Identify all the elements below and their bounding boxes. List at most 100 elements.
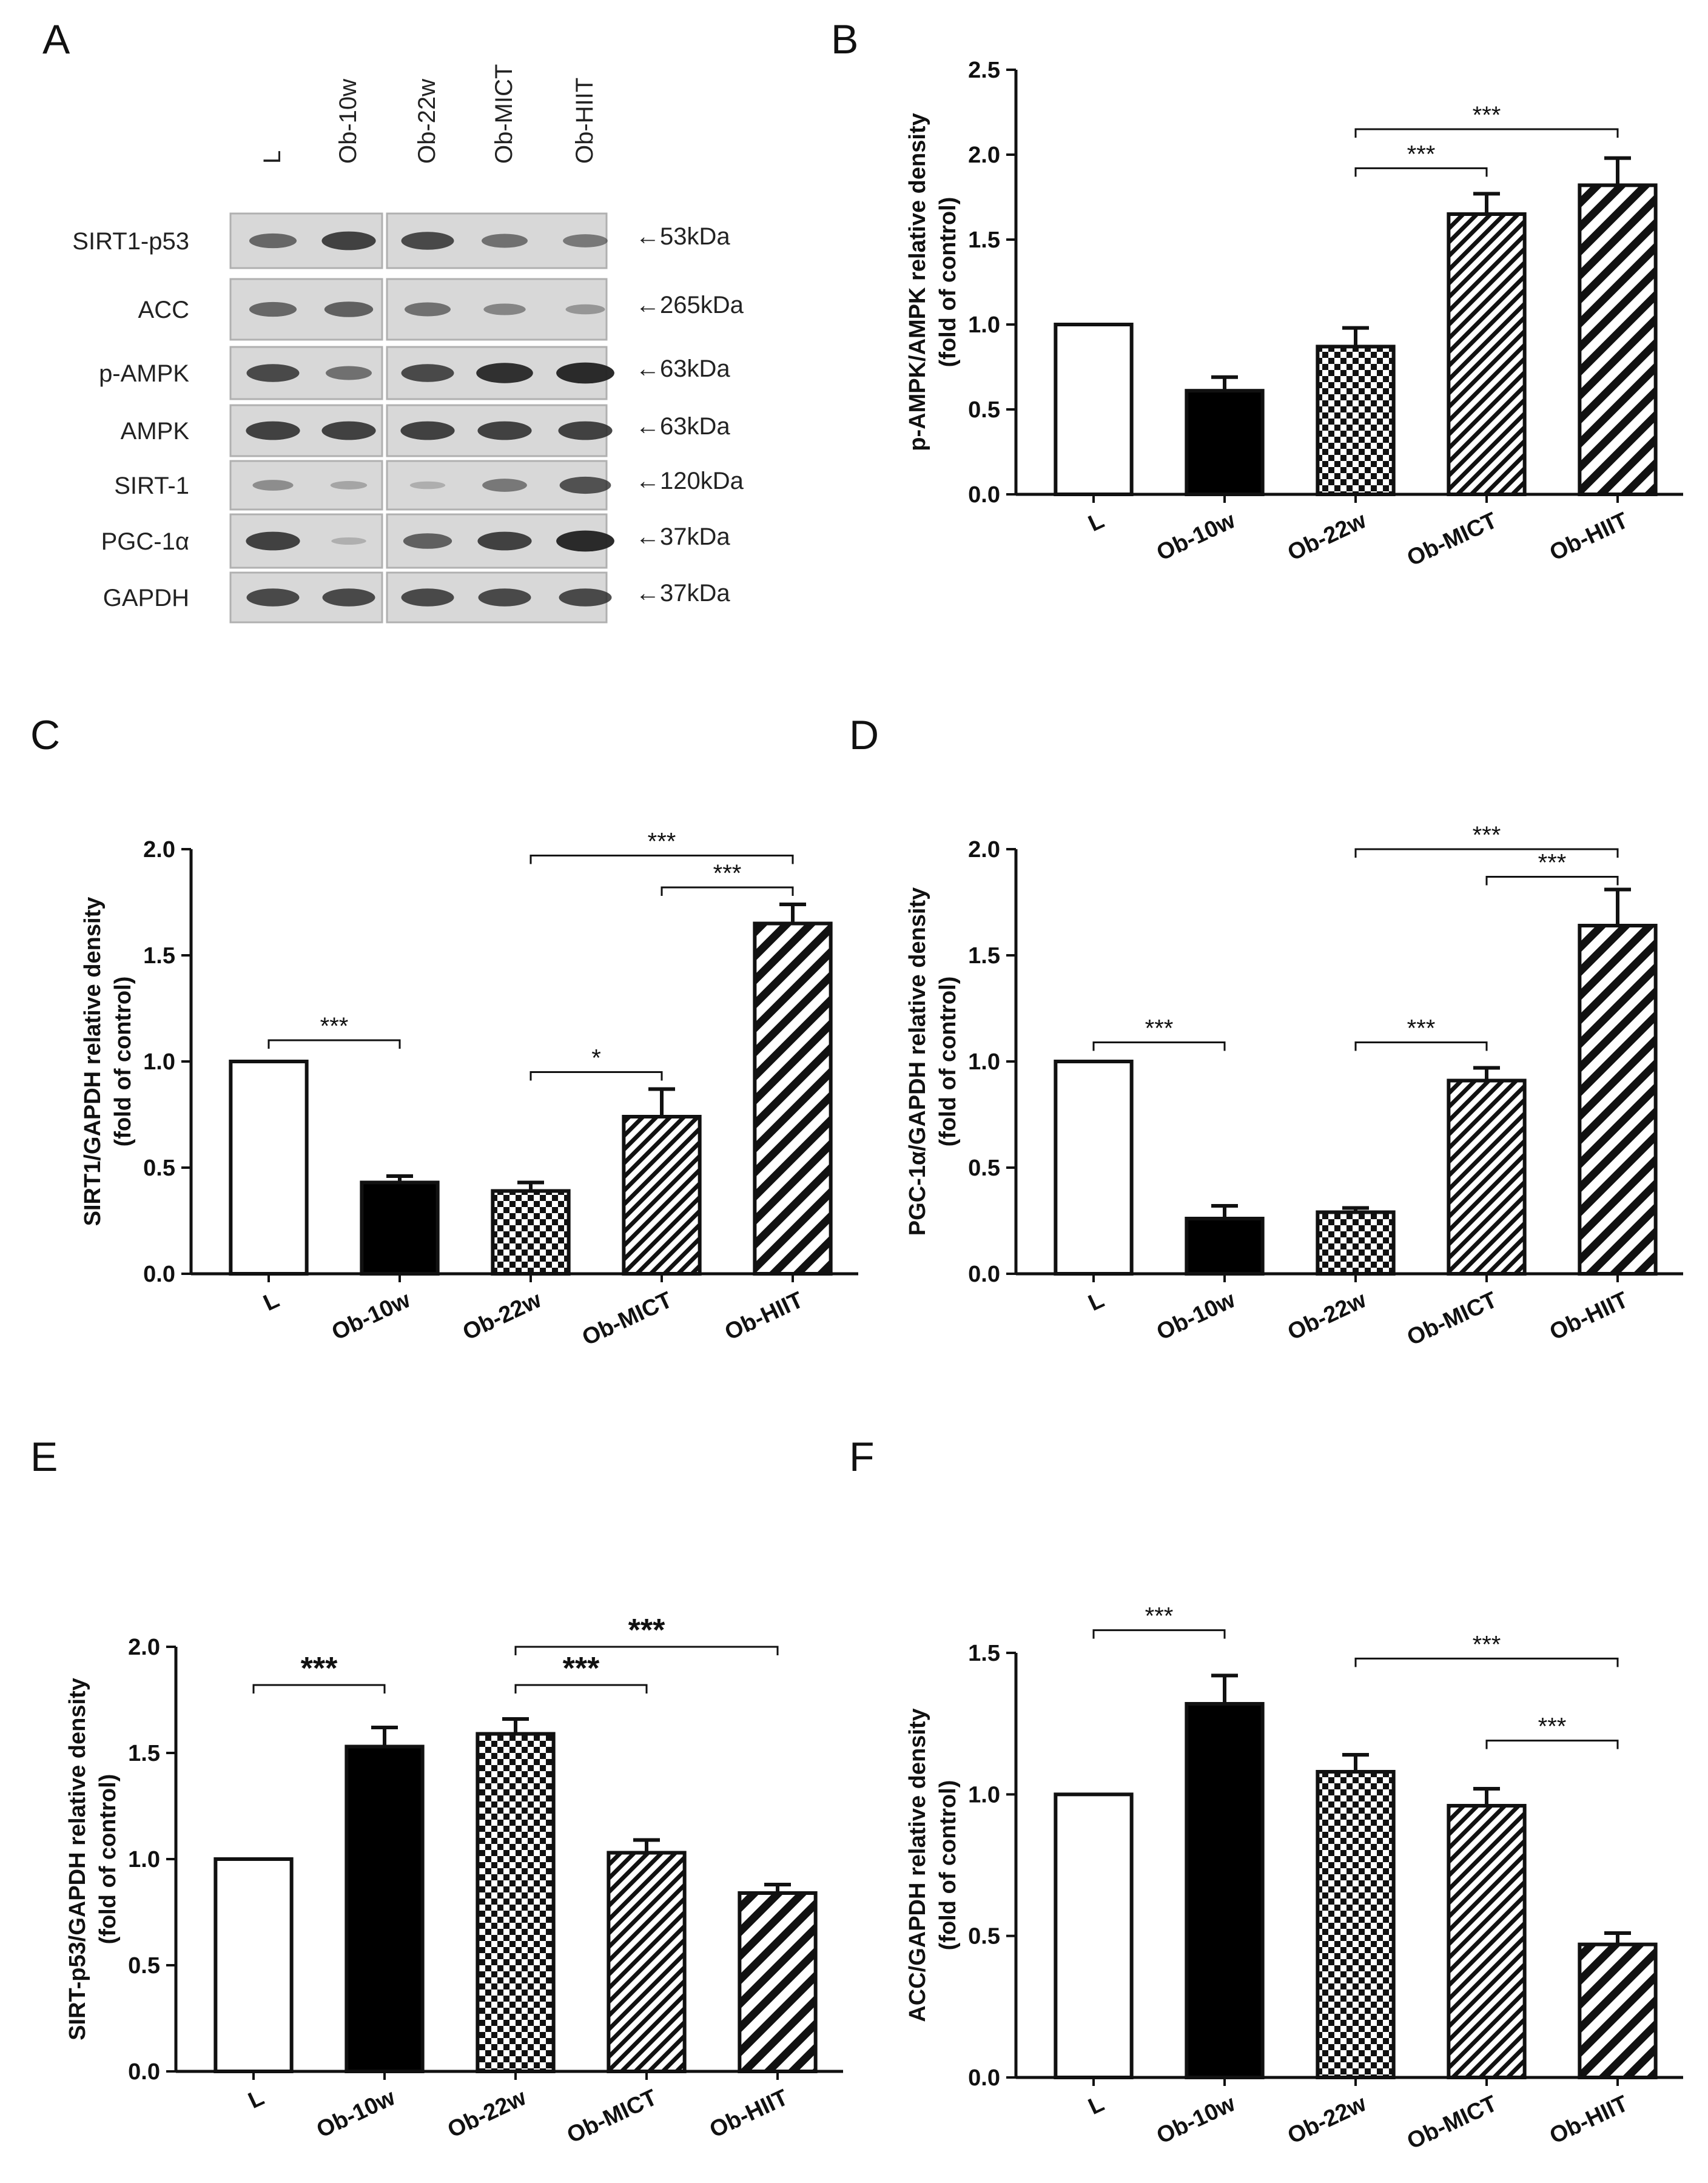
significance-label: ***	[563, 1651, 600, 1686]
significance-label: ***	[1538, 1714, 1567, 1740]
blot-band	[321, 231, 376, 251]
panel-label-c: C	[30, 712, 60, 758]
bar-ob-mict	[1447, 212, 1527, 496]
blot-band	[405, 302, 451, 317]
blot-row: p-AMPK ←63kDa	[99, 346, 730, 400]
x-tick-label: L	[260, 1287, 283, 1316]
bar-ob-10w	[1185, 1217, 1265, 1276]
blot-band	[482, 234, 528, 248]
significance-label: ***	[628, 1613, 665, 1648]
significance-label: ***	[1407, 141, 1436, 167]
x-tick-label: Ob-HIIT	[1546, 1287, 1632, 1345]
bar-ob-mict	[1447, 1078, 1527, 1276]
blot-band	[565, 304, 605, 315]
significance-bracket	[1354, 167, 1488, 177]
significance-label: ***	[1473, 822, 1501, 849]
bar-l	[214, 1857, 294, 2073]
bar-ob-mict	[607, 1851, 687, 2073]
blot-kda-label: ←37kDa	[636, 523, 730, 550]
blot-row: SIRT1-p53 ←53kDa	[72, 212, 730, 269]
blot-protein-label: GAPDH	[103, 585, 189, 611]
significance-label: *	[591, 1045, 601, 1072]
blot-lane-label: L	[259, 150, 286, 164]
x-tick-label: Ob-HIIT	[706, 2085, 792, 2143]
blot-protein-label: AMPK	[121, 418, 190, 445]
x-tick-label: Ob-MICT	[1404, 1287, 1501, 1351]
y-tick-label: 0.5	[968, 397, 1000, 423]
y-axis-sublabel: (fold of control)	[935, 977, 961, 1147]
y-tick-label: 1.5	[968, 227, 1000, 253]
y-tick-label: 1.0	[968, 1782, 1000, 1808]
blot-band	[401, 232, 454, 250]
blot-band	[246, 531, 300, 551]
panel-label-e: E	[30, 1434, 58, 1480]
blot-band	[326, 366, 372, 380]
y-tick-label: 0.0	[968, 1262, 1000, 1287]
significance-label: ***	[1407, 1015, 1436, 1042]
blot-band	[477, 421, 532, 440]
significance-label: ***	[648, 829, 676, 855]
blot-band	[252, 480, 294, 491]
y-axis-sublabel: (fold of control)	[110, 977, 136, 1147]
x-tick-label: L	[1084, 508, 1108, 537]
y-axis-sublabel: (fold of control)	[935, 1780, 961, 1951]
x-tick-label: L	[244, 2085, 268, 2114]
significance-bracket	[661, 886, 794, 896]
bar-l	[1054, 323, 1134, 496]
y-tick-label: 0.5	[968, 1924, 1000, 1949]
panel-label-a: A	[42, 16, 70, 62]
x-tick-label: Ob-MICT	[579, 1287, 676, 1351]
blot-band	[322, 588, 375, 607]
y-tick-label: 1.5	[968, 1641, 1000, 1666]
blot-band	[482, 479, 527, 492]
x-tick-label: Ob-10w	[328, 1287, 415, 1345]
bar-l	[1054, 1060, 1134, 1276]
chart-panel-d: D 0.0 0.5 1.0 1.5 2.0 PGC-1α/GAPDH relative de…	[849, 712, 1683, 1351]
y-axis-label: SIRT-p53/GAPDH relative density	[65, 1678, 90, 2040]
bar-ob-mict	[622, 1115, 702, 1276]
bar-ob-10w	[1185, 389, 1265, 497]
bar-ob-hiit	[1578, 1942, 1658, 2080]
significance-bracket	[1354, 128, 1619, 138]
chart-panel-e: E 0.0 0.5 1.0 1.5 2.0 SIRT-p53/GAPDH relative …	[30, 1434, 843, 2148]
blot-kda-label: ←63kDa	[636, 355, 730, 382]
bar-ob-22w	[491, 1189, 571, 1276]
x-tick-label: L	[1084, 2091, 1108, 2120]
blot-band	[324, 301, 374, 317]
bar-ob-mict	[1447, 1804, 1527, 2079]
y-axis-sublabel: (fold of control)	[95, 1774, 121, 1945]
x-tick-label: Ob-10w	[1153, 2091, 1240, 2149]
y-axis-label: PGC-1α/GAPDH relative density	[905, 887, 930, 1236]
blot-band	[246, 364, 300, 382]
x-tick-label: Ob-10w	[1153, 508, 1240, 566]
blot-protein-label: SIRT1-p53	[72, 228, 189, 255]
bar-l	[229, 1060, 309, 1276]
bar-ob-10w	[1185, 1702, 1265, 2079]
y-axis-label: SIRT1/GAPDH relative density	[80, 897, 106, 1226]
bar-ob-10w	[345, 1744, 425, 2073]
x-tick-label: Ob-22w	[1284, 508, 1371, 566]
blot-kda-label: ←53kDa	[636, 223, 730, 250]
bar-ob-22w	[476, 1732, 556, 2073]
significance-label: ***	[301, 1651, 338, 1686]
blot-kda-label: ←63kDa	[636, 413, 730, 440]
y-axis-sublabel: (fold of control)	[935, 197, 961, 368]
y-tick-label: 1.5	[143, 943, 175, 969]
blot-band	[476, 363, 533, 383]
blot-band	[249, 233, 297, 249]
blot-band	[246, 421, 300, 440]
x-tick-label: Ob-10w	[313, 2085, 400, 2143]
bar-ob-hiit	[738, 1891, 818, 2073]
significance-bracket	[1092, 1041, 1226, 1051]
y-tick-label: 2.0	[143, 837, 175, 863]
bar-ob-22w	[1316, 1770, 1396, 2079]
y-tick-label: 1.0	[143, 1049, 175, 1075]
blot-protein-label: PGC-1α	[101, 528, 189, 555]
chart-panel-f: F 0.0 0.5 1.0 1.5 ACC/GAPDH relative density(…	[849, 1434, 1683, 2154]
western-blot: L Ob-10w Ob-22w Ob-MICT Ob-HIIT SIRT1-p53 ←53…	[72, 64, 744, 624]
bar-ob-22w	[1316, 1210, 1396, 1276]
blot-row: ACC ←265kDa	[138, 278, 744, 341]
blot-kda-label: ←37kDa	[636, 580, 730, 607]
chart-panel-c: C 0.0 0.5 1.0 1.5 2.0 SIRT1/GAPDH relative den…	[30, 712, 858, 1351]
blot-lane-label: Ob-HIIT	[571, 78, 598, 164]
